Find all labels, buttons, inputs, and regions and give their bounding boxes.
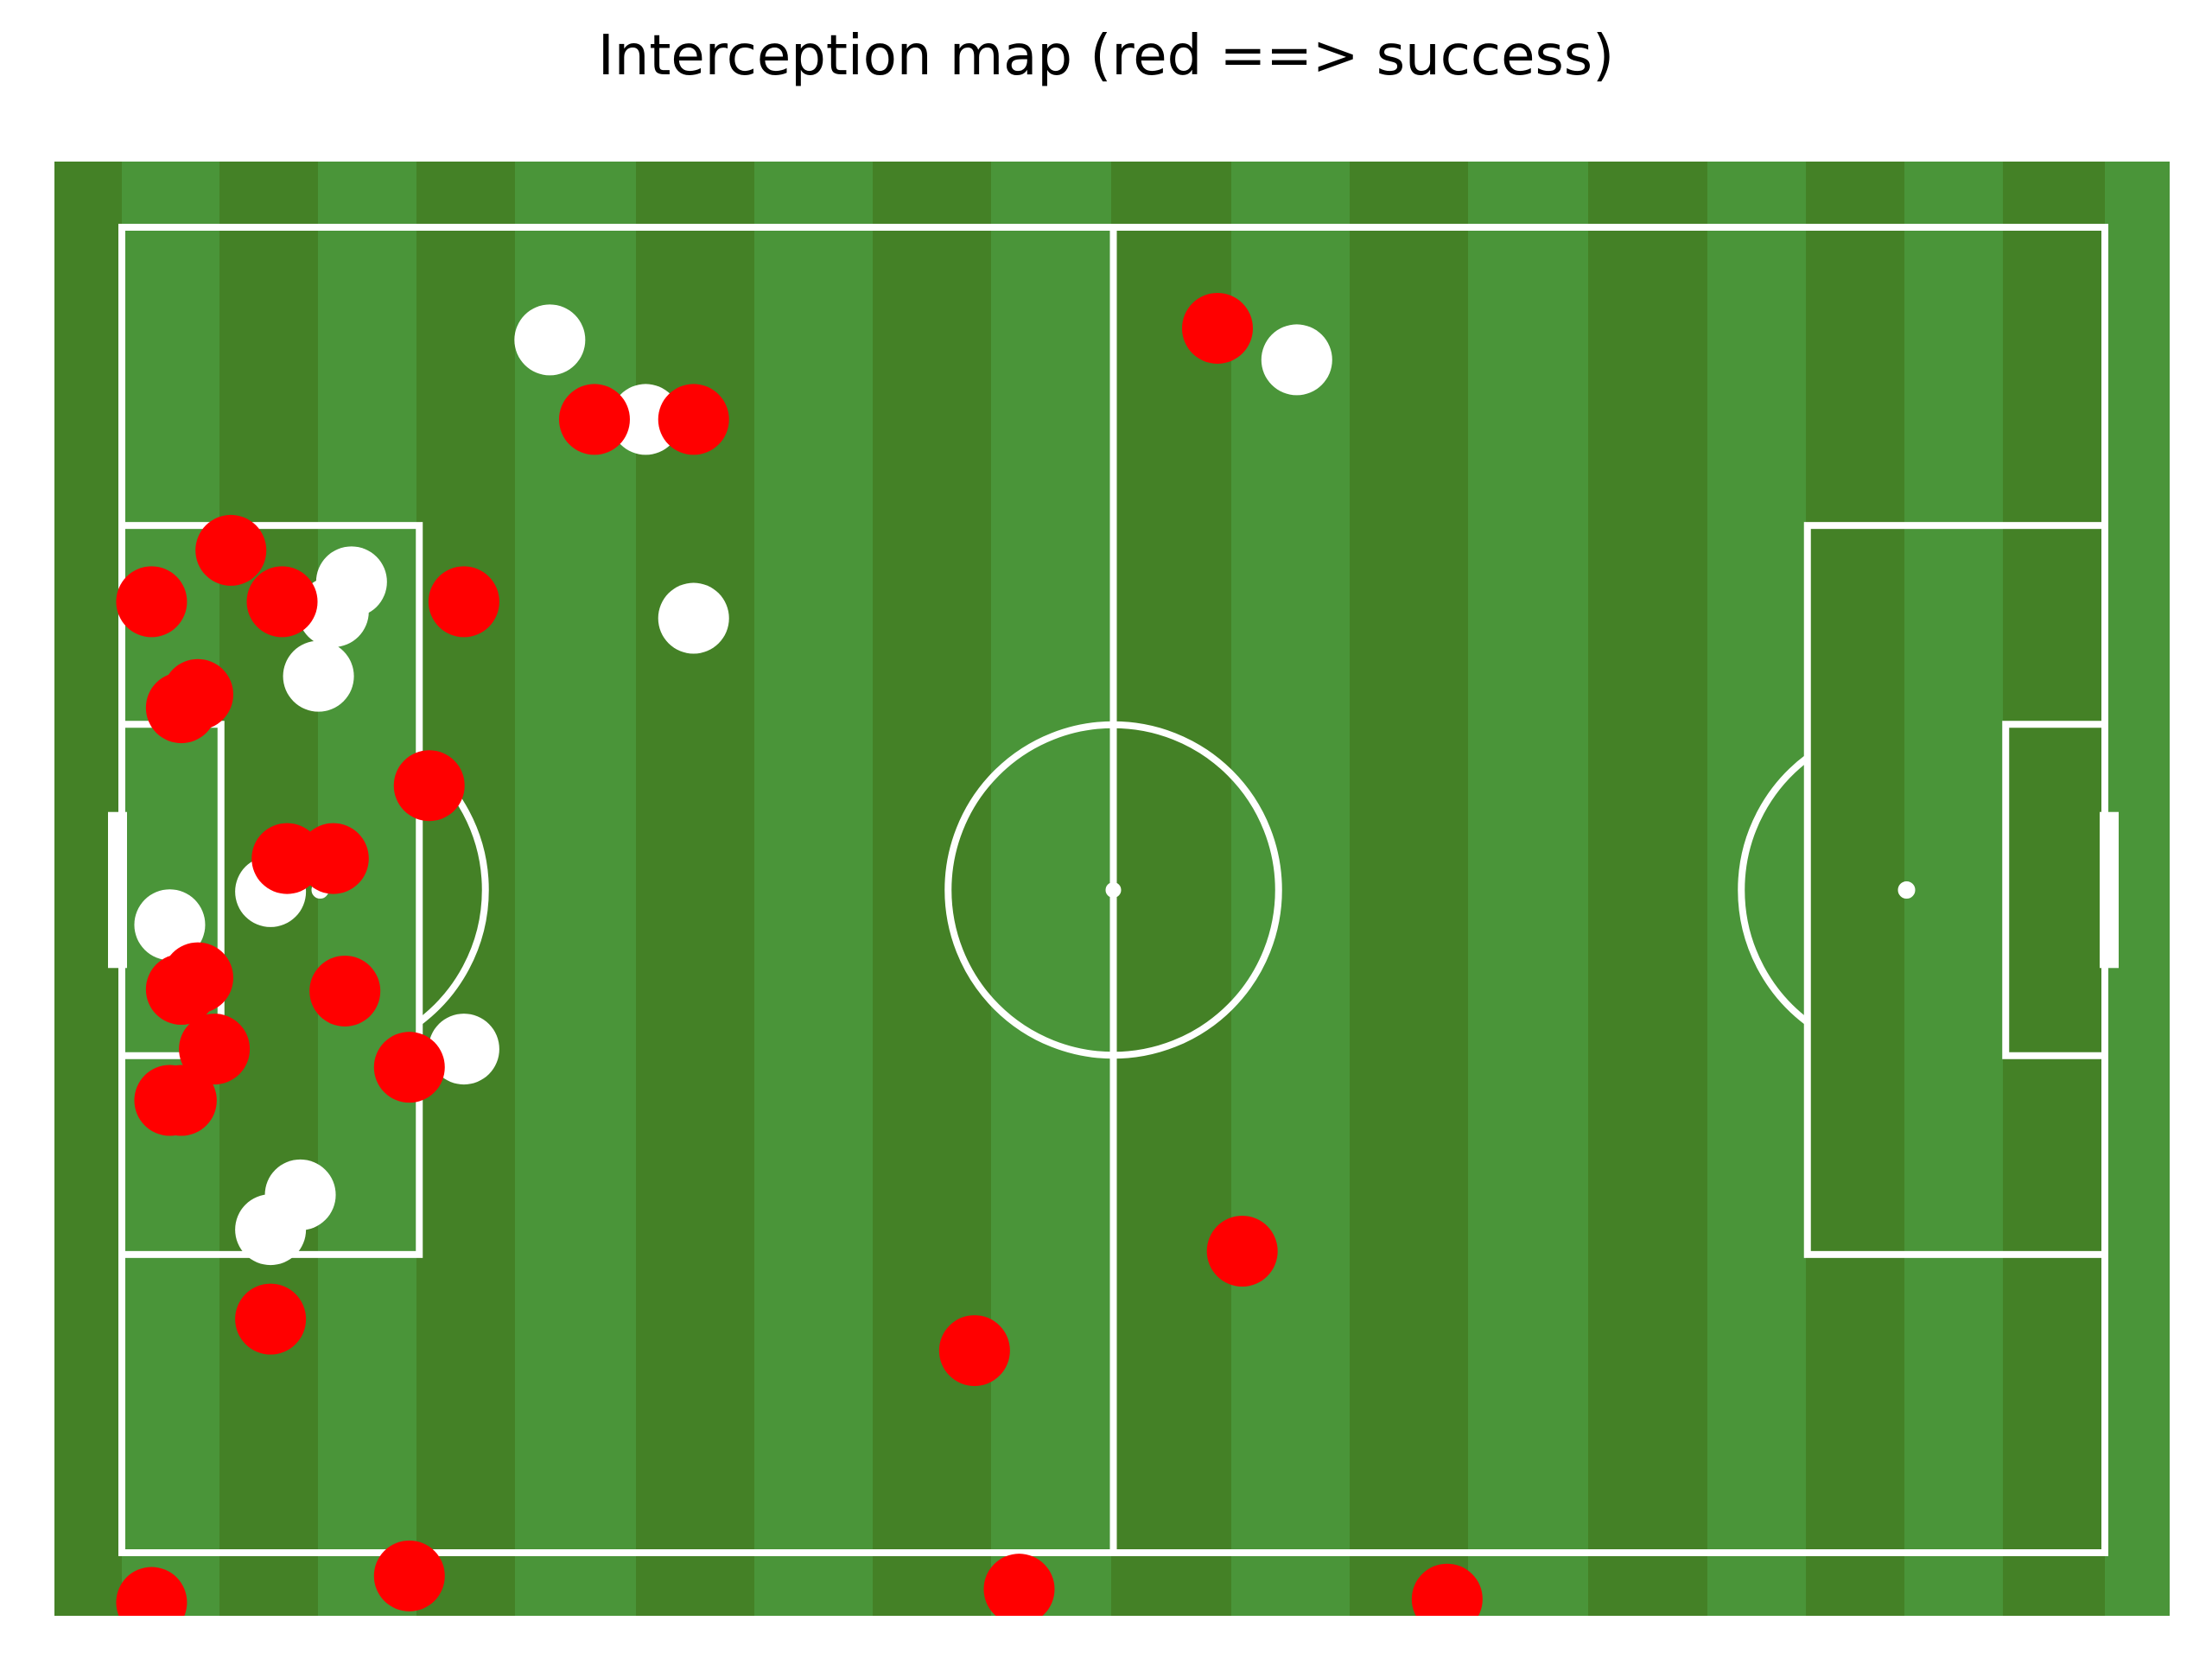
- grass-stripe: [122, 162, 219, 1616]
- left-goal: [108, 811, 127, 969]
- interception-success-point: [558, 384, 630, 455]
- interception-failure-point: [283, 640, 354, 712]
- interception-failure-point: [514, 304, 586, 376]
- grass-stripe: [1707, 162, 1806, 1616]
- interception-success-point: [983, 1554, 1055, 1616]
- interception-success-point: [162, 658, 233, 730]
- grass-stripe: [1904, 162, 2003, 1616]
- center-circle: [944, 721, 1282, 1059]
- chart-title: Interception map (red ==> success): [597, 24, 1615, 88]
- grass-stripe: [1231, 162, 1350, 1616]
- right-penalty-arc: [1738, 754, 1810, 1026]
- interception-failure-point: [428, 1014, 499, 1085]
- interception-success-point: [309, 955, 381, 1027]
- grass-stripe: [515, 162, 636, 1616]
- interception-failure-point: [1261, 324, 1332, 396]
- interception-success-point: [1411, 1563, 1483, 1616]
- right-penalty-spot: [1897, 881, 1916, 899]
- interception-success-point: [235, 1283, 307, 1355]
- interception-success-point: [145, 954, 217, 1026]
- interception-success-point: [246, 566, 318, 638]
- interception-success-point: [373, 1032, 445, 1103]
- interception-success-point: [1181, 292, 1253, 364]
- interception-success-point: [373, 1540, 445, 1611]
- interception-success-point: [297, 823, 369, 894]
- interception-points: [116, 292, 1483, 1616]
- interception-success-point: [658, 384, 729, 455]
- interception-success-point: [116, 1567, 188, 1616]
- interception-success-point: [428, 566, 499, 638]
- right-goal: [2100, 811, 2119, 969]
- grass-stripe: [754, 162, 873, 1616]
- interception-success-point: [938, 1315, 1010, 1387]
- interception-success-point: [1206, 1216, 1278, 1287]
- interception-success-point: [179, 1014, 251, 1085]
- interception-success-point: [393, 750, 465, 822]
- interception-failure-point: [134, 889, 206, 961]
- grass-stripe: [991, 162, 1111, 1616]
- interception-failure-point: [235, 1194, 307, 1266]
- center-spot: [1105, 882, 1122, 898]
- interception-success-point: [145, 1065, 217, 1136]
- interception-success-point: [116, 566, 188, 638]
- interception-success-point: [195, 514, 267, 586]
- interception-failure-point: [658, 582, 729, 654]
- grass-stripe: [1468, 162, 1588, 1616]
